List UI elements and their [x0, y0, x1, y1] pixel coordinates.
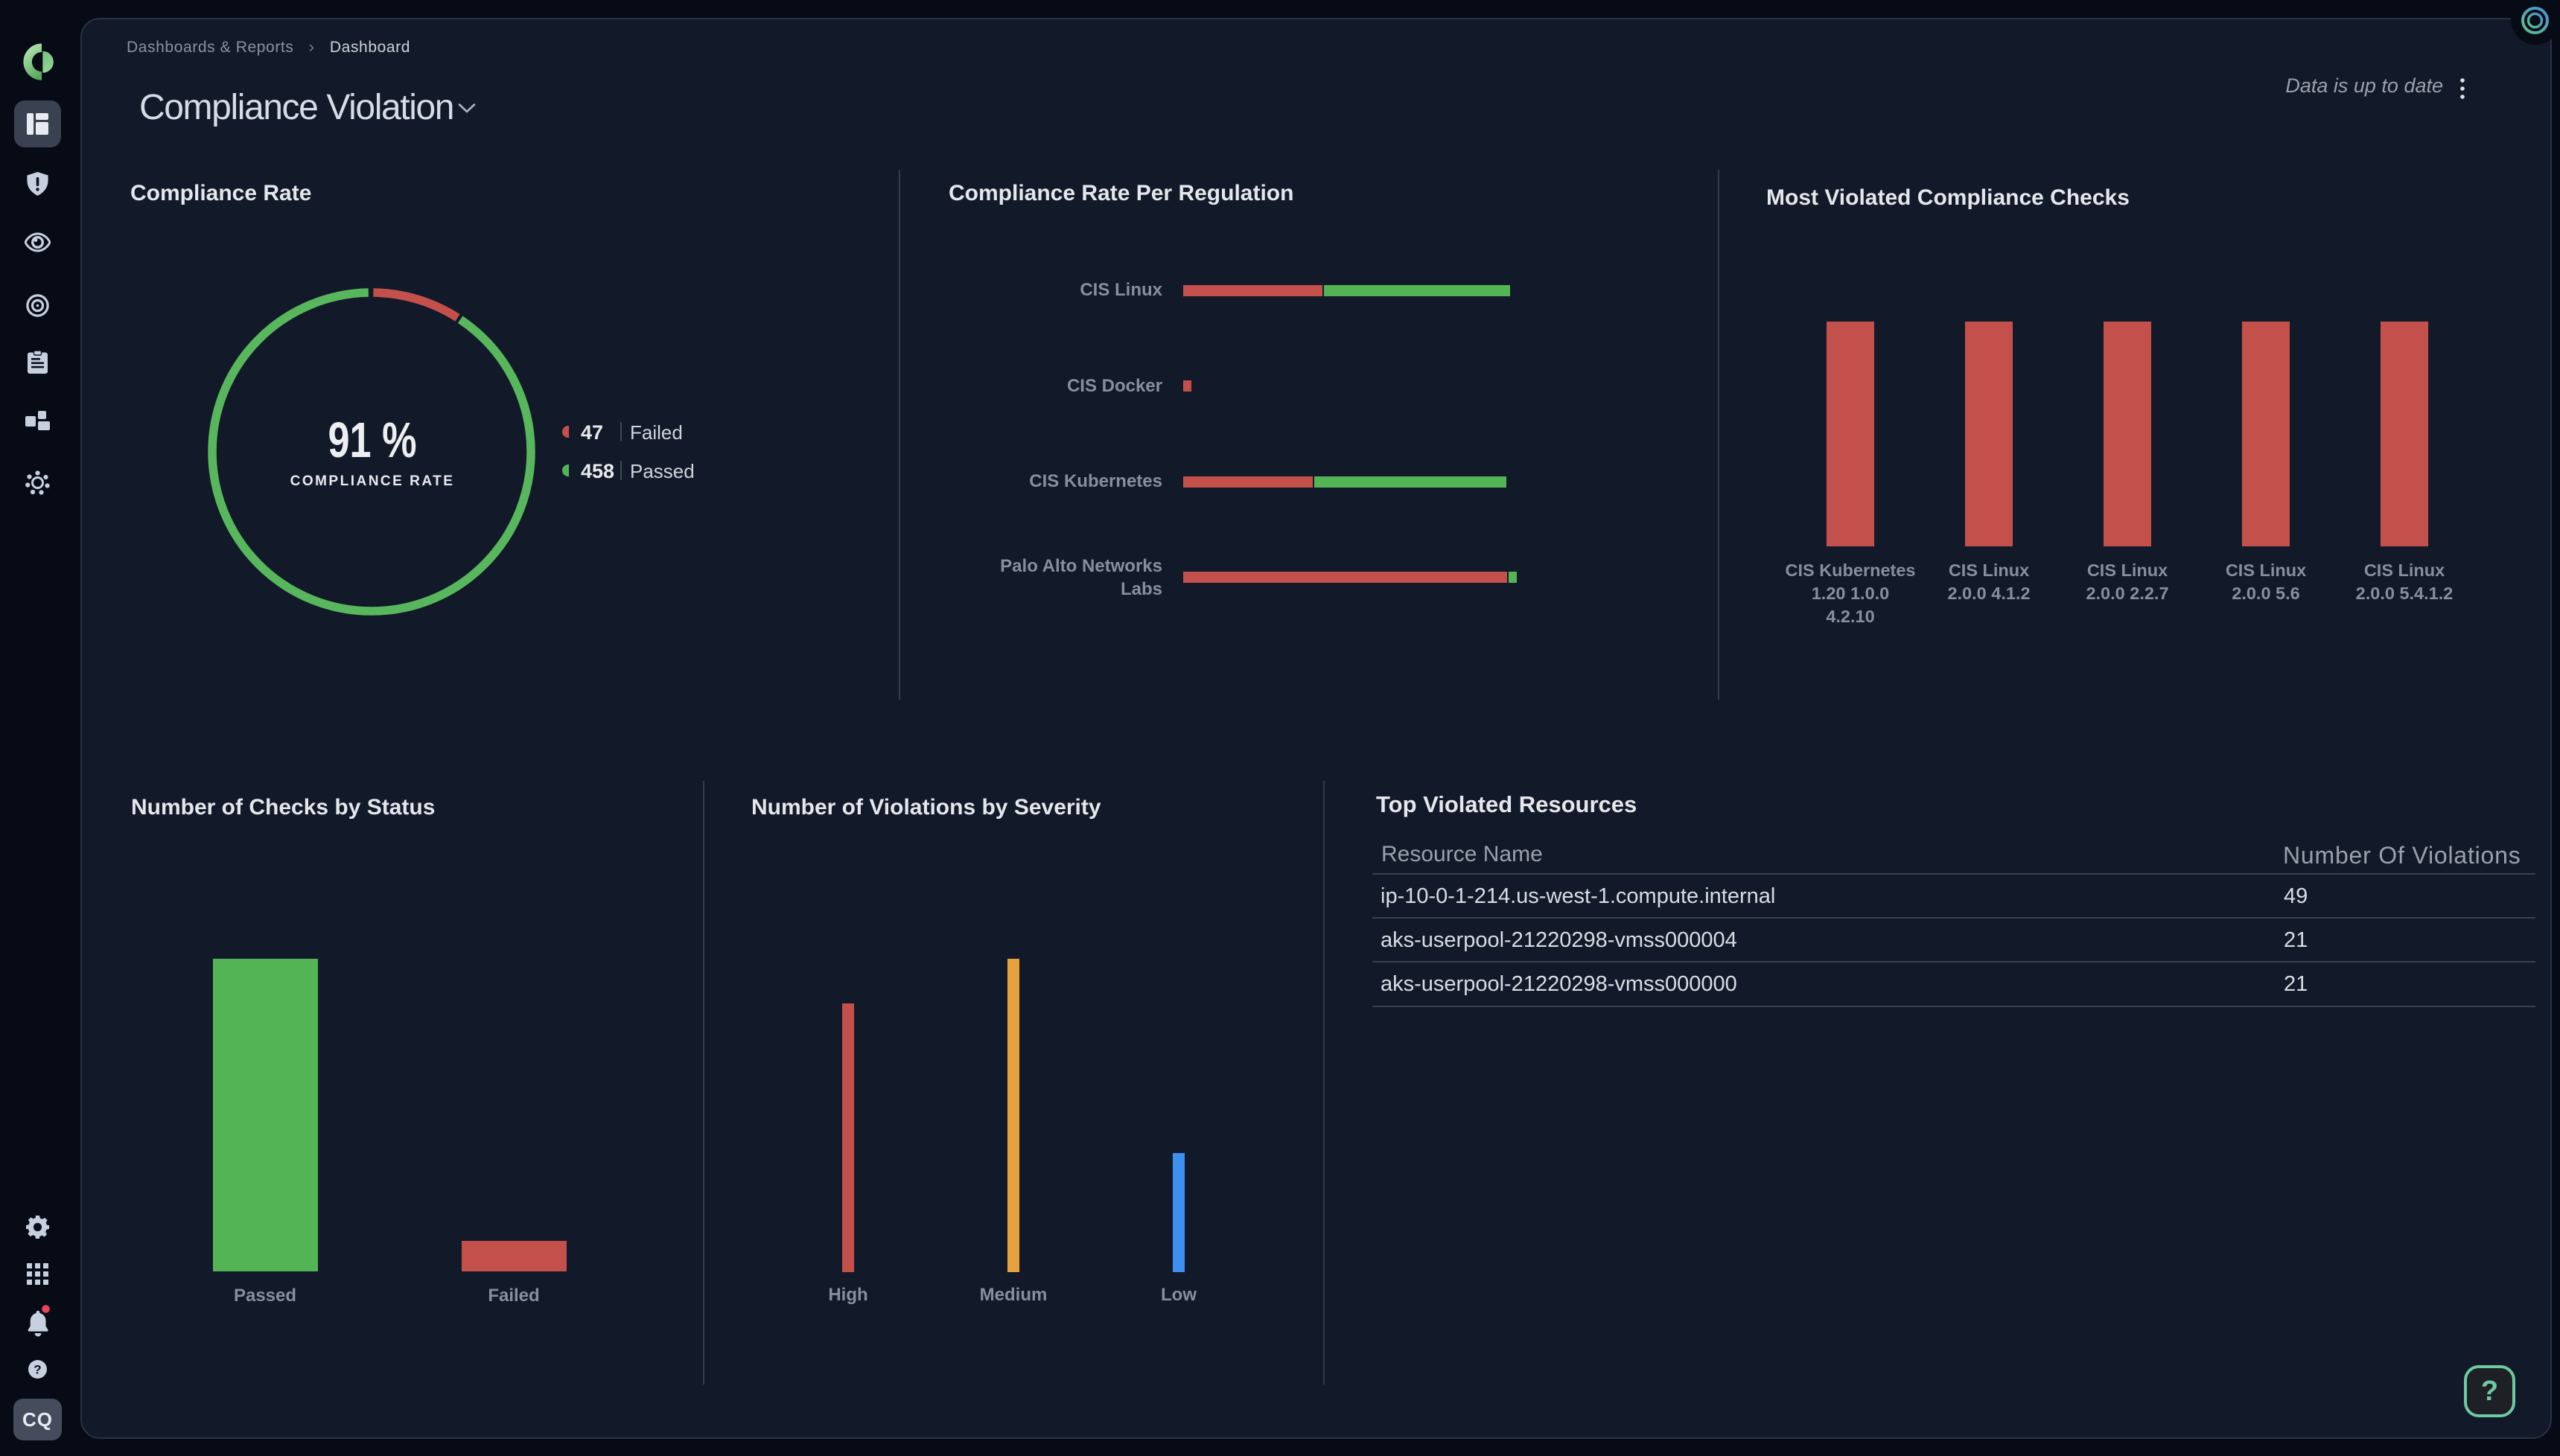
svg-text:?: ? [34, 1363, 41, 1377]
